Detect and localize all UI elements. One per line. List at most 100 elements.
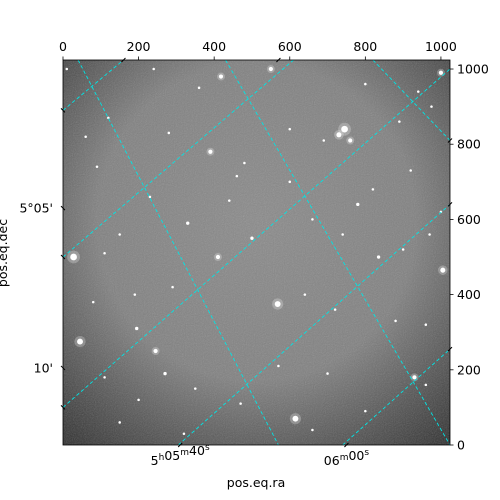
x-tick-label: 600 [278, 39, 302, 54]
x-tick-label: 0 [59, 39, 67, 54]
star [341, 233, 344, 236]
star [148, 195, 152, 199]
star [84, 135, 87, 138]
star [218, 74, 224, 79]
star [228, 199, 231, 202]
pixel-y-axis-right: 0 200 400 600 800 1000 [450, 62, 489, 453]
star [398, 120, 401, 123]
star [288, 127, 292, 131]
star [430, 105, 433, 108]
star [239, 402, 242, 405]
star [438, 70, 444, 75]
star [376, 255, 381, 259]
star [65, 67, 69, 71]
star [292, 415, 299, 422]
star [326, 372, 329, 375]
ra-tick-label: 06m00s [324, 448, 370, 468]
grid-line [177, 204, 450, 445]
image-noise [63, 60, 450, 445]
star [409, 169, 412, 172]
star [440, 267, 446, 273]
star [243, 161, 246, 165]
image-panel [62, 59, 451, 446]
star [163, 371, 167, 376]
world-tick-mark [276, 57, 281, 63]
star [311, 428, 314, 432]
star [336, 132, 342, 138]
grid-line [63, 68, 450, 408]
image-frame [62, 59, 451, 446]
world-tick-mark [447, 138, 453, 143]
x-axis-label: pos.eq.ra [227, 475, 285, 490]
star [356, 202, 360, 207]
star [250, 236, 254, 240]
dec-edge-tick-mark [60, 108, 66, 113]
x-tick-label: 800 [353, 39, 377, 54]
star [152, 67, 155, 71]
star [371, 188, 375, 191]
ra-tick-mark [177, 442, 183, 448]
dec-tick-mark [60, 365, 66, 371]
star [171, 285, 174, 289]
star [208, 149, 213, 154]
star [103, 376, 106, 379]
star [311, 218, 314, 221]
dec-axis-left: 5°05' 10' [19, 108, 66, 410]
star [424, 383, 428, 387]
star [137, 398, 140, 402]
y-tick-label: 1000 [457, 62, 489, 77]
ra-tick-mark [344, 442, 349, 448]
y-tick-label: 200 [457, 362, 481, 377]
star [70, 253, 77, 261]
star [91, 300, 95, 304]
star [288, 180, 292, 184]
star [394, 319, 397, 323]
world-tick-mark [121, 57, 126, 63]
star [235, 174, 239, 178]
star [401, 248, 405, 251]
star [197, 86, 201, 90]
star [194, 387, 197, 390]
x-tick-label: 1000 [425, 39, 457, 54]
dec-tick-label: 10' [34, 360, 53, 375]
world-tick-mark [447, 346, 453, 352]
star [364, 409, 367, 413]
grid-line [63, 60, 294, 258]
grid-line [63, 60, 124, 111]
star [277, 364, 280, 368]
dec-edge-tick-mark [60, 405, 66, 410]
star [215, 254, 221, 260]
dec-tick-label: 5°05' [19, 201, 53, 216]
star [274, 301, 281, 307]
star [348, 138, 353, 143]
star [428, 233, 431, 236]
grid-line [225, 60, 450, 445]
star [118, 421, 121, 424]
x-tick-label: 400 [202, 39, 226, 54]
world-tick-mark [447, 202, 453, 207]
y-tick-label: 0 [457, 438, 465, 453]
dec-tick-mark [60, 205, 66, 211]
star [186, 221, 190, 225]
star [333, 308, 337, 311]
pixel-x-axis-top: 0 200 400 600 800 1000 [59, 39, 457, 352]
y-tick-label: 600 [457, 212, 481, 227]
star [341, 125, 348, 133]
star [103, 251, 106, 255]
star [268, 66, 273, 72]
x-tick-label: 200 [127, 39, 151, 54]
star [364, 82, 367, 86]
dec-edge-tick-mark [60, 254, 66, 260]
star [322, 139, 326, 142]
star [153, 348, 158, 354]
star [412, 375, 417, 380]
grid-line [372, 60, 450, 141]
y-tick-label: 800 [457, 137, 481, 152]
ra-axis-bottom: 5h05m40s 06m00s [151, 442, 370, 468]
star [118, 233, 121, 236]
star [182, 432, 186, 435]
star [135, 326, 139, 331]
star [303, 293, 307, 296]
ra-tick-label: 5h05m40s [151, 443, 210, 468]
